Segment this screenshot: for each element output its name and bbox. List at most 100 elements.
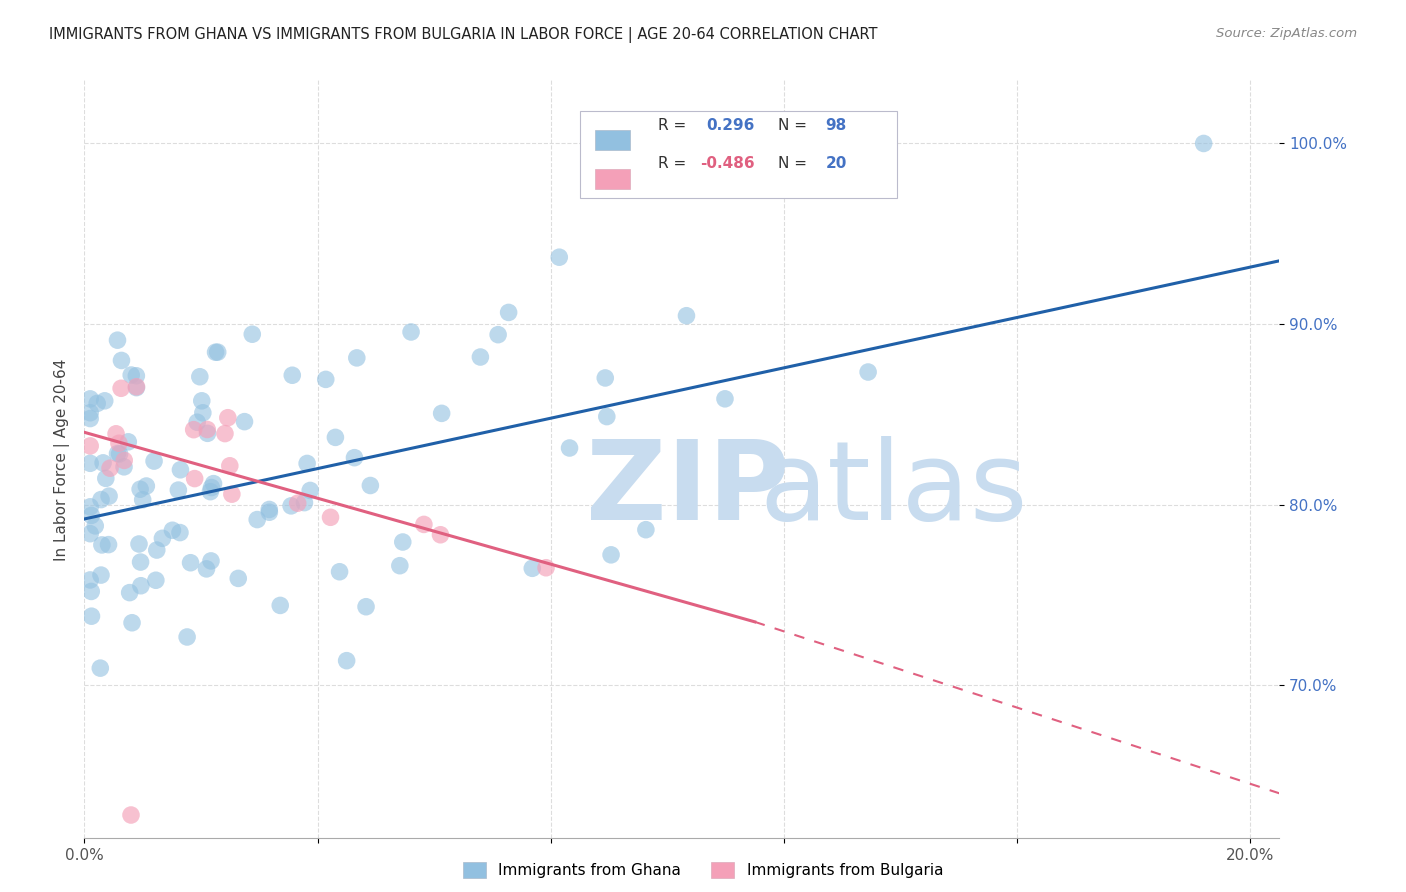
Point bbox=[214, 426, 236, 441]
Point bbox=[412, 517, 434, 532]
Point bbox=[145, 574, 167, 588]
Point bbox=[280, 499, 302, 513]
Point bbox=[259, 505, 281, 519]
Point bbox=[1192, 136, 1215, 151]
Point bbox=[79, 406, 101, 420]
Point bbox=[204, 345, 226, 359]
Point bbox=[195, 422, 218, 436]
Point bbox=[207, 345, 229, 359]
Point bbox=[183, 423, 205, 437]
Point bbox=[176, 630, 198, 644]
Text: N =: N = bbox=[778, 156, 807, 171]
Point bbox=[162, 523, 184, 537]
Legend: Immigrants from Ghana, Immigrants from Bulgaria: Immigrants from Ghana, Immigrants from B… bbox=[457, 856, 949, 884]
Point bbox=[105, 426, 128, 441]
Point bbox=[91, 456, 114, 470]
Point bbox=[240, 327, 263, 342]
Text: 20: 20 bbox=[825, 156, 846, 171]
Point bbox=[79, 573, 101, 587]
Text: 0.296: 0.296 bbox=[706, 118, 754, 133]
Point bbox=[183, 472, 205, 486]
Text: ZIP: ZIP bbox=[586, 436, 790, 543]
Point bbox=[167, 483, 190, 497]
Point bbox=[135, 479, 157, 493]
Point bbox=[79, 392, 101, 406]
Text: 98: 98 bbox=[825, 118, 846, 133]
Point bbox=[108, 436, 131, 450]
Point bbox=[107, 333, 129, 347]
Point bbox=[315, 372, 337, 386]
Point bbox=[534, 560, 557, 574]
Point bbox=[596, 409, 619, 424]
Point bbox=[246, 512, 269, 526]
Point bbox=[281, 368, 304, 383]
Point bbox=[191, 393, 214, 408]
Point bbox=[121, 615, 143, 630]
Point bbox=[80, 609, 103, 624]
Point bbox=[79, 456, 101, 470]
Point bbox=[295, 457, 318, 471]
Point bbox=[593, 371, 616, 385]
Point bbox=[117, 434, 139, 449]
Point bbox=[186, 415, 208, 429]
Point bbox=[128, 537, 150, 551]
Point bbox=[269, 599, 291, 613]
Point bbox=[90, 538, 112, 552]
Point bbox=[343, 450, 366, 465]
Point bbox=[714, 392, 737, 406]
Point bbox=[558, 441, 581, 455]
Point bbox=[90, 492, 112, 507]
Point bbox=[146, 543, 169, 558]
Text: atlas: atlas bbox=[759, 436, 1028, 543]
Point bbox=[89, 661, 111, 675]
Point bbox=[112, 453, 135, 467]
Point bbox=[80, 584, 103, 599]
Point bbox=[336, 654, 359, 668]
Point bbox=[522, 561, 544, 575]
Point bbox=[120, 368, 142, 382]
Point bbox=[90, 568, 112, 582]
Point bbox=[118, 585, 141, 599]
Point bbox=[498, 305, 520, 319]
Point bbox=[152, 531, 174, 545]
Point bbox=[143, 454, 166, 468]
Y-axis label: In Labor Force | Age 20-64: In Labor Force | Age 20-64 bbox=[55, 359, 70, 560]
Point bbox=[200, 484, 222, 499]
Point bbox=[125, 380, 148, 394]
Point bbox=[856, 365, 879, 379]
Point bbox=[299, 483, 322, 498]
Point bbox=[329, 565, 352, 579]
Point bbox=[98, 489, 121, 503]
Point bbox=[120, 808, 142, 822]
Point bbox=[259, 502, 281, 516]
Point bbox=[110, 353, 132, 368]
Point bbox=[354, 599, 377, 614]
Point bbox=[169, 525, 191, 540]
Point bbox=[600, 548, 623, 562]
Point bbox=[388, 558, 411, 573]
Point bbox=[548, 250, 571, 264]
Point bbox=[634, 523, 657, 537]
Point bbox=[110, 381, 132, 395]
Point bbox=[188, 369, 211, 384]
Point bbox=[129, 555, 152, 569]
Point bbox=[287, 496, 309, 510]
Text: R =: R = bbox=[658, 118, 686, 133]
Point bbox=[217, 410, 239, 425]
FancyBboxPatch shape bbox=[595, 130, 630, 150]
Point bbox=[391, 535, 413, 549]
Point bbox=[180, 556, 202, 570]
Point bbox=[486, 327, 509, 342]
Point bbox=[79, 500, 101, 514]
Point bbox=[202, 476, 225, 491]
Point bbox=[169, 463, 191, 477]
Point bbox=[125, 381, 148, 395]
Point bbox=[430, 406, 453, 420]
Point bbox=[94, 471, 117, 485]
Point bbox=[399, 325, 422, 339]
Point bbox=[107, 447, 129, 461]
Point bbox=[233, 415, 256, 429]
Point bbox=[195, 562, 218, 576]
Point bbox=[319, 510, 342, 524]
Text: N =: N = bbox=[778, 118, 807, 133]
